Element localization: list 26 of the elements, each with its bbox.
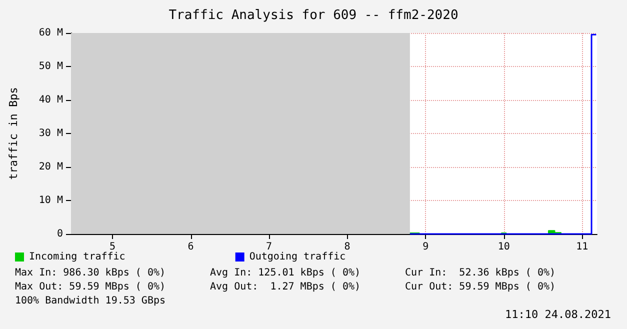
y-tick-label: 0 bbox=[56, 228, 63, 240]
text: Cur In: 52.36 kBps ( 0%) bbox=[405, 268, 556, 278]
y-tick-label: 50 M bbox=[38, 61, 63, 72]
x-tick-label: 11 bbox=[576, 242, 588, 252]
x-tick-label: 10 bbox=[498, 242, 510, 252]
legend-label: Outgoing traffic bbox=[249, 252, 346, 262]
y-tick-label: 30 M bbox=[38, 128, 63, 139]
x-tick-label: 8 bbox=[344, 242, 350, 252]
text: Avg Out: 1.27 MBps ( 0%) bbox=[210, 282, 361, 292]
text: 100% Bandwidth 19.53 GBps bbox=[15, 296, 166, 306]
text: Max In: 986.30 kBps ( 0%) bbox=[15, 268, 166, 278]
legend-label: Incoming traffic bbox=[29, 252, 126, 262]
text: Avg In: 125.01 kBps ( 0%) bbox=[210, 268, 361, 278]
chart-title: Traffic Analysis for 609 -- ffm2-2020 bbox=[168, 8, 458, 23]
x-tick-label: 5 bbox=[109, 242, 116, 252]
text: Max Out: 59.59 MBps ( 0%) bbox=[15, 282, 166, 292]
x-tick-label: 7 bbox=[266, 242, 272, 252]
x-tick-label: 6 bbox=[188, 242, 194, 252]
text: Cur Out: 59.59 MBps ( 0%) bbox=[405, 282, 556, 292]
y-tick-label: 40 M bbox=[38, 94, 63, 106]
x-tick-label: 9 bbox=[422, 242, 429, 252]
text: 11:10 24.08.2021 bbox=[505, 308, 612, 321]
y-axis-title: traffic in Bps bbox=[7, 87, 20, 180]
y-tick-label: 10 M bbox=[38, 195, 63, 206]
y-tick-label: 20 M bbox=[38, 162, 63, 172]
y-tick-label: 60 M bbox=[38, 28, 63, 38]
